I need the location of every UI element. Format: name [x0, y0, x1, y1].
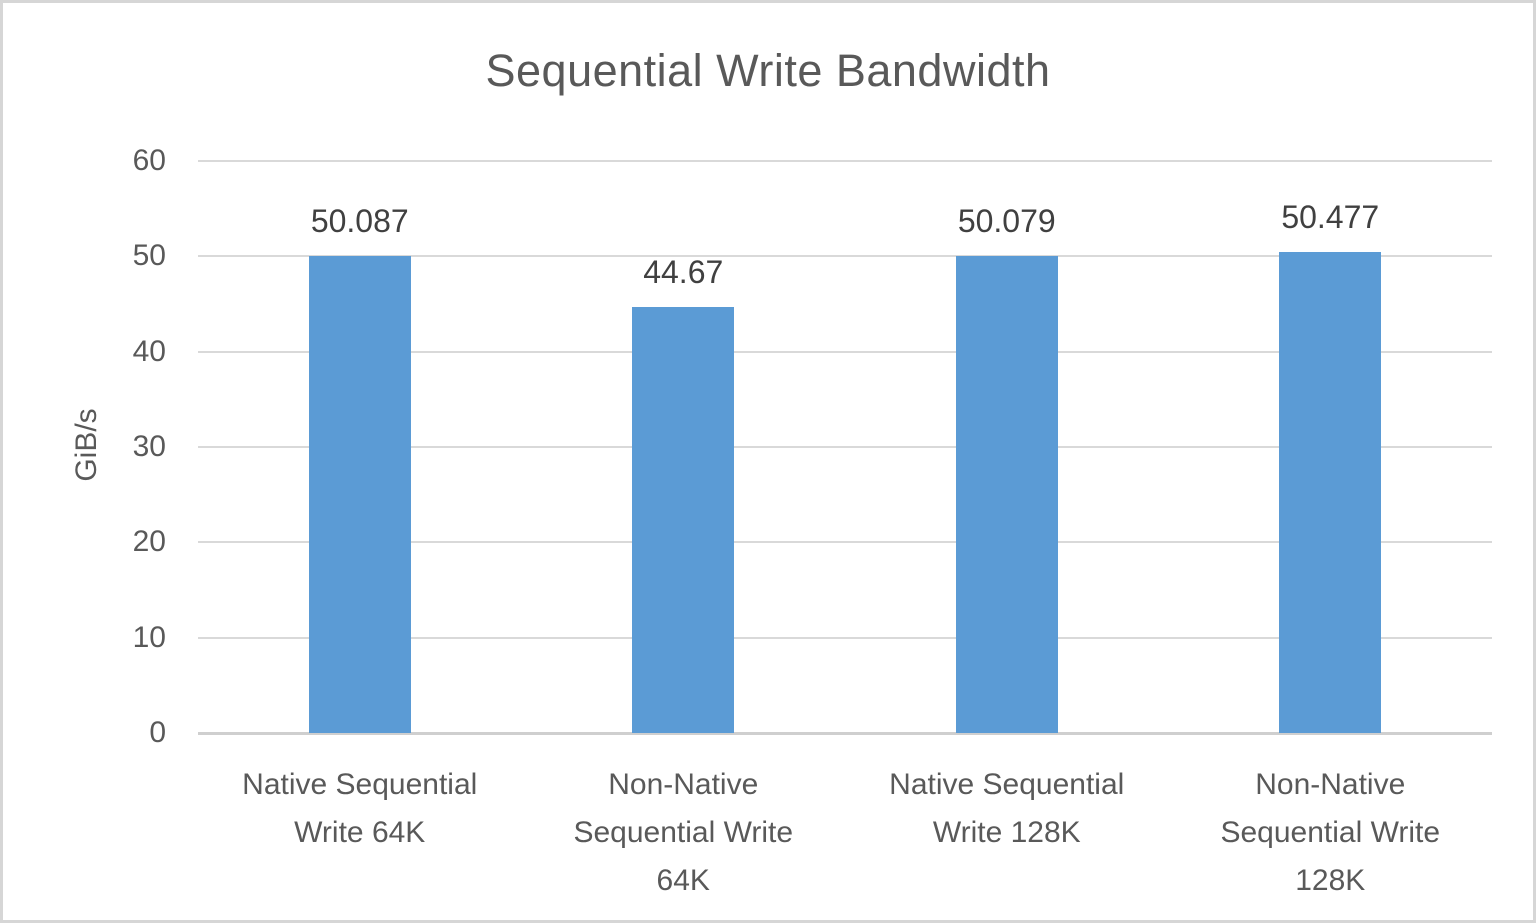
bar — [308, 255, 411, 733]
gridline — [198, 541, 1492, 544]
gridline — [198, 255, 1492, 258]
gridline — [198, 350, 1492, 353]
bar-value-label: 50.079 — [957, 202, 1056, 239]
chart-title: Sequential Write Bandwidth — [485, 45, 1051, 96]
bar-value-label: 44.67 — [643, 254, 724, 291]
bar — [1279, 251, 1382, 733]
y-axis-tick-labels: 0 10 20 30 40 50 60 — [3, 144, 166, 749]
bar — [955, 255, 1058, 733]
x-category-label: Native Sequential Write 128K — [889, 768, 1125, 849]
plot-area: 50.087 44.67 50.079 50.477 — [198, 160, 1492, 735]
y-tick-label: 20 — [132, 525, 166, 559]
gridline — [198, 446, 1492, 448]
x-axis-category-labels: Native Sequential Write 64K Non-Native Se… — [3, 761, 1533, 911]
bar — [632, 307, 735, 733]
bar-value-label: 50.477 — [1281, 198, 1380, 235]
x-category-label: Native Sequential Write 64K — [242, 768, 478, 849]
y-tick-label: 40 — [132, 334, 166, 368]
x-axis-line — [198, 732, 1492, 735]
y-tick-label: 0 — [149, 716, 166, 749]
gridline — [198, 636, 1492, 639]
gridline — [198, 160, 1492, 162]
y-tick-label: 10 — [132, 620, 166, 654]
y-tick-label: 30 — [132, 430, 166, 463]
y-tick-label: 60 — [132, 144, 166, 177]
y-tick-label: 50 — [132, 239, 166, 273]
x-category-label: Non-Native Sequential Write 128K — [1220, 768, 1441, 897]
x-category-label: Non-Native Sequential Write 64K — [573, 768, 794, 897]
bar-value-label: 50.087 — [310, 202, 409, 239]
